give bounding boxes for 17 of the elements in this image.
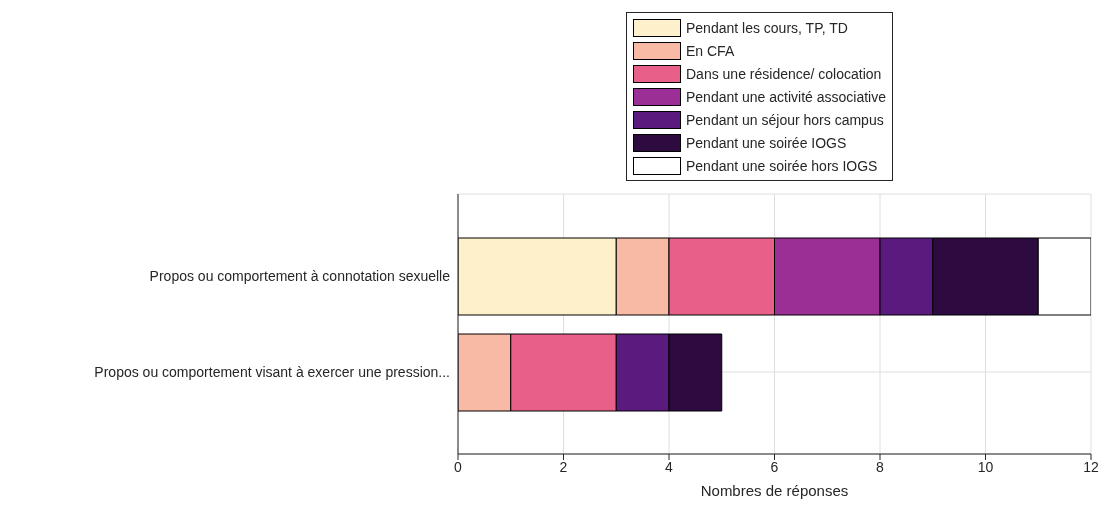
legend-label: En CFA [686, 42, 735, 59]
legend-label: Pendant une soirée IOGS [686, 134, 847, 151]
legend-label: Pendant une activité associative [686, 88, 887, 105]
x-tick-label: 6 [770, 458, 779, 475]
legend-label: Pendant un séjour hors campus [686, 111, 884, 128]
y-tick-label: Propos ou comportement visant à exercer une pression... [94, 363, 450, 380]
x-tick-label: 2 [559, 458, 568, 475]
x-tick-label: 4 [665, 458, 674, 475]
x-axis-title: Nombres de réponses [700, 482, 849, 499]
legend-label: Pendant une soirée hors IOGS [686, 157, 878, 174]
legend-label: Dans une résidence/ colocation [686, 65, 882, 82]
x-tick-label: 12 [1083, 458, 1099, 475]
legend-label: Pendant les cours, TP, TD [686, 19, 848, 36]
x-tick-label: 8 [876, 458, 885, 475]
x-tick-label: 10 [977, 458, 994, 475]
x-tick-label: 0 [454, 458, 463, 475]
y-tick-label: Propos ou comportement à connotation sexuelle [149, 267, 451, 284]
